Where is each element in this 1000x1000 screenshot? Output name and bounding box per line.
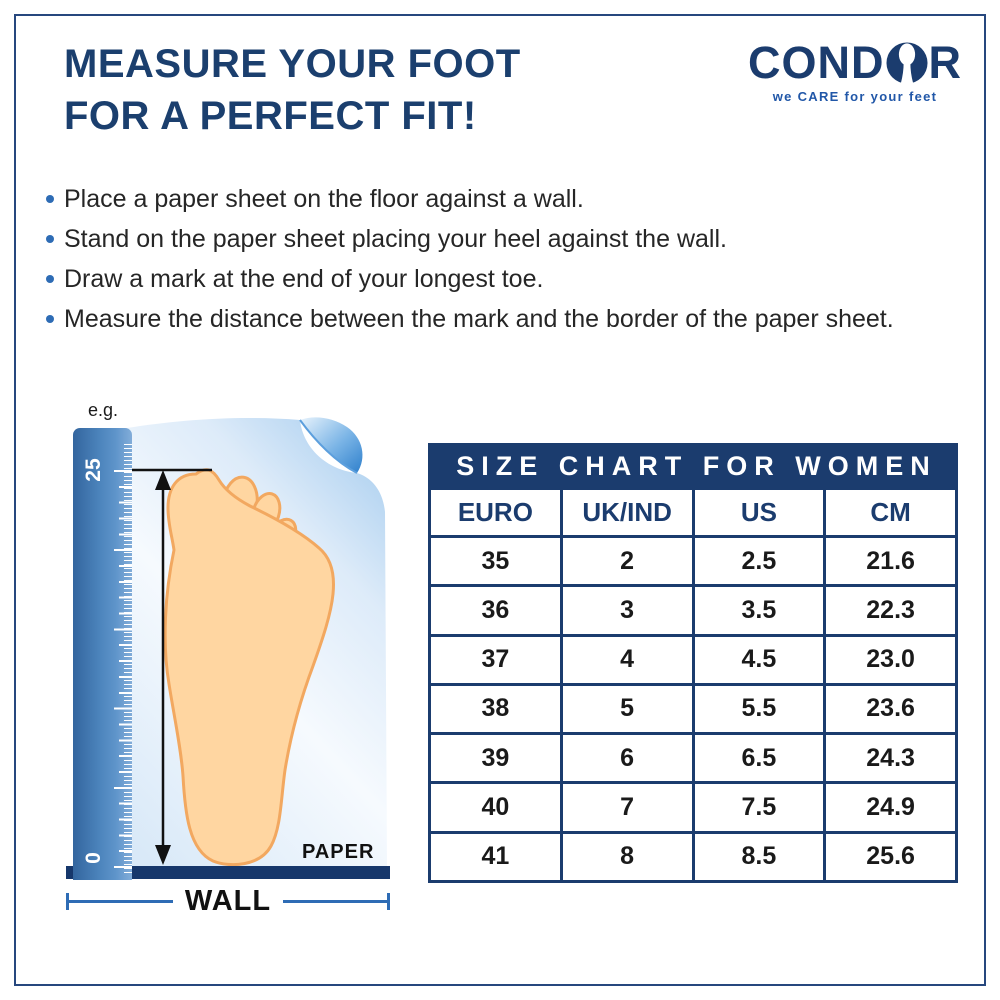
bullet-icon [46,275,54,283]
page-title: MEASURE YOUR FOOT FOR A PERFECT FIT! [64,38,521,142]
table-cell: 4 [562,636,692,683]
table-cell: 8 [562,833,692,880]
size-chart-table: SIZE CHART FOR WOMEN EURO UK/IND US CM 3… [428,443,958,883]
table-cell: 39 [431,735,560,782]
table-cell: 3 [562,587,692,634]
brand-text-left: COND [748,37,885,88]
column-header-cm: CM [826,490,955,535]
foot-measurement-illustration [96,417,387,867]
instruction-list: Place a paper sheet on the floor against… [46,179,894,339]
ruler: 25 0 [73,428,132,880]
instruction-text: Draw a mark at the end of your longest t… [64,264,544,293]
table-cell: 5 [562,685,692,733]
table-cell: 6 [562,735,692,782]
table-cell: 7 [562,784,692,831]
table-cell: 38 [431,685,560,733]
instruction-text: Stand on the paper sheet placing your he… [64,224,727,253]
table-cell: 25.6 [826,833,955,880]
wall-label: WALL [184,884,272,917]
table-cell: 40 [431,784,560,831]
table-cell: 3.5 [694,587,824,634]
table-cell: 23.6 [826,685,955,733]
wall-baseline [66,866,390,879]
foot-sole [163,468,335,867]
table-cell: 37 [431,636,560,683]
wall-measure-left-tick [66,892,69,910]
table-cell: 35 [431,538,560,585]
brand-logo: COND R we CARE for your feet [748,40,961,105]
instruction-text: Measure the distance between the mark an… [64,304,894,333]
instruction-item: Stand on the paper sheet placing your he… [46,219,894,259]
table-cell: 6.5 [694,735,824,782]
wall-measure: WALL [66,884,390,918]
table-cell: 2 [562,538,692,585]
column-header-euro: EURO [431,490,560,535]
wall-measure-right-line [283,899,387,903]
bullet-icon [46,235,54,243]
instruction-item: Draw a mark at the end of your longest t… [46,259,894,299]
ruler-value-25: 25 [82,458,105,482]
table-cell: 23.0 [826,636,955,683]
ruler-value-0: 0 [82,852,105,864]
brand-tagline: we CARE for your feet [772,89,938,104]
wall-measure-left-line [69,899,173,903]
size-chart-title: SIZE CHART FOR WOMEN [431,446,955,487]
bullet-icon [46,315,54,323]
table-cell: 24.3 [826,735,955,782]
title-line-2: FOR A PERFECT FIT! [64,94,477,138]
table-cell: 7.5 [694,784,824,831]
instruction-item: Measure the distance between the mark an… [46,299,894,339]
brand-wordmark: COND R [748,40,961,86]
example-label: e.g. [88,400,119,420]
table-cell: 41 [431,833,560,880]
brand-text-right: R [928,37,962,88]
wall-measure-right-tick [387,892,390,910]
ruler-major-ticks [114,470,132,869]
measurement-arrow [132,468,212,865]
title-line-1: MEASURE YOUR FOOT [64,42,521,86]
column-header-ukind: UK/IND [562,490,692,535]
paper-label: PAPER [302,841,375,863]
table-cell: 5.5 [694,685,824,733]
table-cell: 24.9 [826,784,955,831]
table-cell: 8.5 [694,833,824,880]
table-cell: 36 [431,587,560,634]
bullet-icon [46,195,54,203]
shoe-last-icon [885,42,928,84]
paper-fold-corner [300,417,363,473]
table-cell: 4.5 [694,636,824,683]
instruction-text: Place a paper sheet on the floor against… [64,184,584,213]
column-header-us: US [694,490,824,535]
table-cell: 22.3 [826,587,955,634]
table-cell: 21.6 [826,538,955,585]
page-border [14,14,986,986]
instruction-item: Place a paper sheet on the floor against… [46,179,894,219]
foot-illustration [163,468,335,867]
table-cell: 2.5 [694,538,824,585]
